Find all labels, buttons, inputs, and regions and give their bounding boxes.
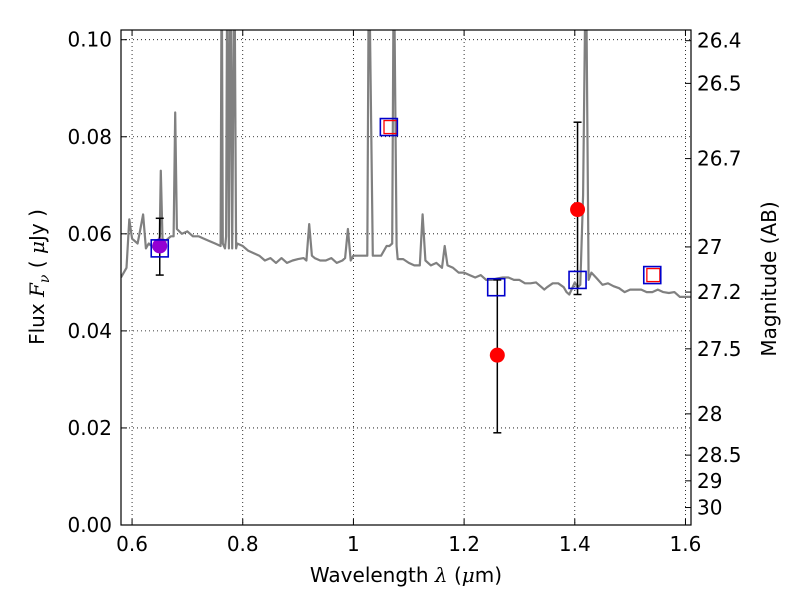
y2-tick-label: 27.5 [697, 337, 742, 361]
y2-tick-label: 30 [697, 496, 722, 520]
model-photometry-box [486, 277, 506, 297]
y2-axis-ticks: 26.4 26.5 26.7 27 27.2 27.5 28 28.529 30 [685, 29, 742, 520]
x-tick-label: 1.4 [559, 532, 591, 556]
x-tick-label: 1.6 [670, 532, 702, 556]
observation-point [489, 347, 505, 363]
y2-axis-label: Magnitude (AB) [757, 201, 781, 356]
x-tick-label: 1 [347, 532, 360, 556]
y-tick-label: 0.02 [67, 416, 112, 440]
y2-tick-label: 26.4 [697, 29, 742, 53]
y2-tick-label: 26.5 [697, 71, 742, 95]
y-tick-label: 0.06 [67, 222, 112, 246]
model-photometry-box [150, 239, 170, 258]
model-photometry-box [379, 117, 399, 137]
marker-layer [150, 117, 662, 363]
y-tick-label: 0.08 [67, 125, 112, 149]
observation-point [570, 202, 586, 218]
y-tick-label: 0.10 [67, 28, 112, 52]
y2-tick-label: 27.2 [697, 280, 742, 304]
y-tick-label: 0.00 [67, 513, 112, 537]
model-spectrum-layer [121, 30, 691, 298]
y2-tick-label: 28.5 [697, 443, 742, 467]
y2-tick-label: 26.7 [697, 147, 742, 171]
x-axis-label: Wavelength λ (μm) [310, 563, 502, 587]
y2-tick-label: 27 [697, 235, 722, 259]
model-spectrum-line [121, 30, 691, 298]
y2-tick-label: 29 [697, 469, 722, 493]
model-photometry-box [568, 270, 587, 290]
x-tick-label: 0.6 [116, 532, 148, 556]
x-tick-label: 1.2 [448, 532, 480, 556]
model-photometry-box [642, 265, 662, 285]
plot-background [121, 30, 691, 525]
y2-tick-label: 28 [697, 402, 722, 426]
observed-photometry-box [646, 267, 661, 283]
blended-observation-point [152, 238, 168, 254]
x-axis-ticks: 0.6 0.8 1 1.2 1.4 1.6 [116, 30, 701, 556]
x-tick-label: 0.8 [227, 532, 259, 556]
y-axis-ticks: 0.00 0.02 0.04 0.06 0.08 0.10 [67, 28, 127, 537]
y-axis-label: Flux Fν ( μJy ) [25, 209, 53, 345]
axes-frame [120, 29, 692, 526]
plot-frame [120, 29, 692, 526]
y-tick-label: 0.04 [67, 319, 112, 343]
